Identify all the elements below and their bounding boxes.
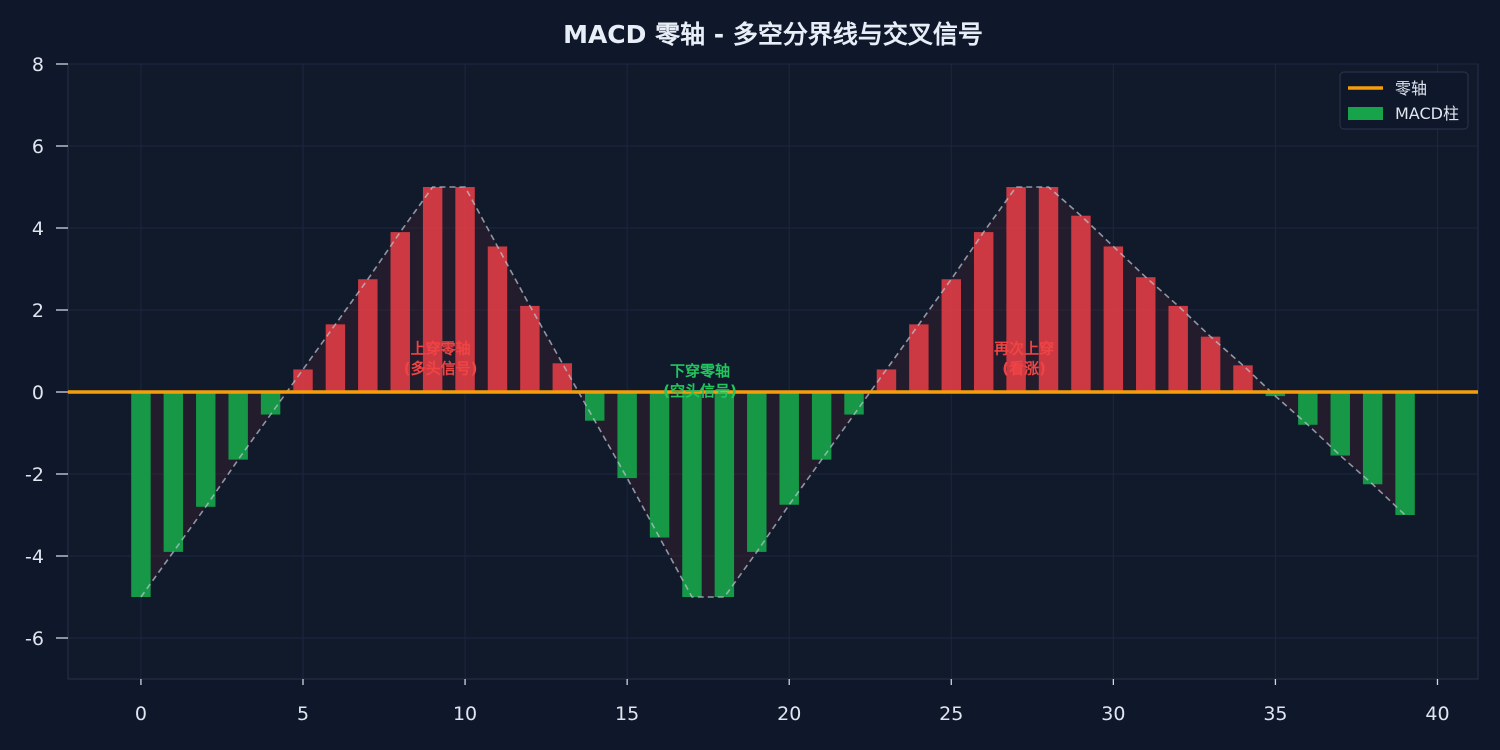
macd-bar — [779, 392, 799, 505]
macd-bar — [844, 392, 864, 415]
macd-bar — [552, 363, 573, 392]
macd-bar — [325, 324, 346, 392]
x-tick-label: 5 — [297, 703, 309, 725]
annotation-line2: (看涨) — [1002, 360, 1046, 378]
macd-bar — [1071, 215, 1091, 392]
y-tick-label: -4 — [25, 546, 44, 568]
macd-bar — [1330, 392, 1350, 456]
macd-bar — [131, 392, 151, 597]
macd-bar — [163, 392, 184, 552]
macd-bar — [520, 305, 540, 392]
legend-zero-axis-label: 零轴 — [1395, 79, 1427, 98]
annotation-line1: 下穿零轴 — [670, 362, 730, 380]
macd-bar — [1200, 336, 1221, 392]
grid-lines — [68, 63, 1478, 679]
plot-area — [67, 63, 1479, 680]
macd-bar — [973, 232, 994, 392]
x-tick-label: 0 — [135, 703, 147, 725]
macd-bar — [909, 324, 929, 392]
macd-bar — [358, 279, 378, 392]
y-tick-label: 0 — [32, 382, 44, 404]
macd-bar — [1136, 277, 1156, 392]
x-tick-label: 20 — [777, 703, 801, 725]
chart-title: MACD 零轴 - 多空分界线与交叉信号 — [563, 20, 983, 49]
macd-bar — [422, 187, 443, 392]
macd-bar — [876, 369, 897, 392]
x-tick-label: 30 — [1101, 703, 1125, 725]
y-tick-label: 2 — [32, 300, 44, 322]
y-tick-label: 6 — [32, 136, 44, 158]
macd-bar — [487, 246, 508, 392]
macd-bar — [649, 392, 670, 538]
x-tick-label: 40 — [1425, 703, 1449, 725]
macd-bar — [1168, 305, 1188, 392]
macd-bar — [617, 392, 637, 479]
y-tick-label: -6 — [25, 628, 44, 650]
y-tick-label: -2 — [25, 464, 44, 486]
macd-bar — [1362, 392, 1383, 485]
legend: 零轴 MACD柱 — [1339, 71, 1469, 130]
macd-bar — [1395, 392, 1415, 515]
macd-bar — [1298, 392, 1318, 425]
macd-bar — [390, 232, 410, 392]
macd-envelope-line — [140, 186, 1406, 598]
macd-bar — [714, 392, 735, 597]
annotation-line2: (多头信号) — [404, 360, 478, 378]
macd-bar — [293, 369, 313, 392]
macd-bar — [260, 392, 281, 415]
x-tick-label: 15 — [615, 703, 639, 725]
x-tick-label: 10 — [453, 703, 477, 725]
macd-bar — [811, 392, 832, 460]
legend-macd-bar-swatch — [1348, 107, 1383, 120]
macd-bar — [1233, 365, 1253, 392]
legend-macd-bar-label: MACD柱 — [1395, 104, 1459, 123]
macd-bar — [682, 392, 702, 597]
macd-bar — [455, 187, 475, 392]
macd-bar — [228, 392, 248, 460]
macd-bar — [196, 392, 216, 507]
x-tick-label: 35 — [1263, 703, 1287, 725]
macd-bar — [747, 392, 767, 552]
macd-bar — [1006, 187, 1026, 392]
x-tick-label: 25 — [939, 703, 963, 725]
macd-bar — [1103, 246, 1124, 392]
annotations: 上穿零轴 (多头信号) 下穿零轴 (空头信号) 再次上穿 (看涨) — [404, 340, 1054, 401]
annotation-line2: (空头信号) — [663, 382, 737, 400]
axis-ticks: 0 5 10 15 20 25 30 35 40 -6 -4 -2 0 2 4 6 8 — [25, 54, 1450, 725]
macd-bar — [941, 279, 961, 392]
y-tick-label: 8 — [32, 54, 44, 76]
macd-bar — [585, 392, 605, 421]
macd-bar — [1038, 187, 1059, 392]
macd-bar — [1265, 392, 1286, 397]
annotation-line1: 再次上穿 — [994, 340, 1054, 358]
annotation-line1: 上穿零轴 — [411, 340, 471, 358]
y-tick-label: 4 — [32, 218, 44, 240]
